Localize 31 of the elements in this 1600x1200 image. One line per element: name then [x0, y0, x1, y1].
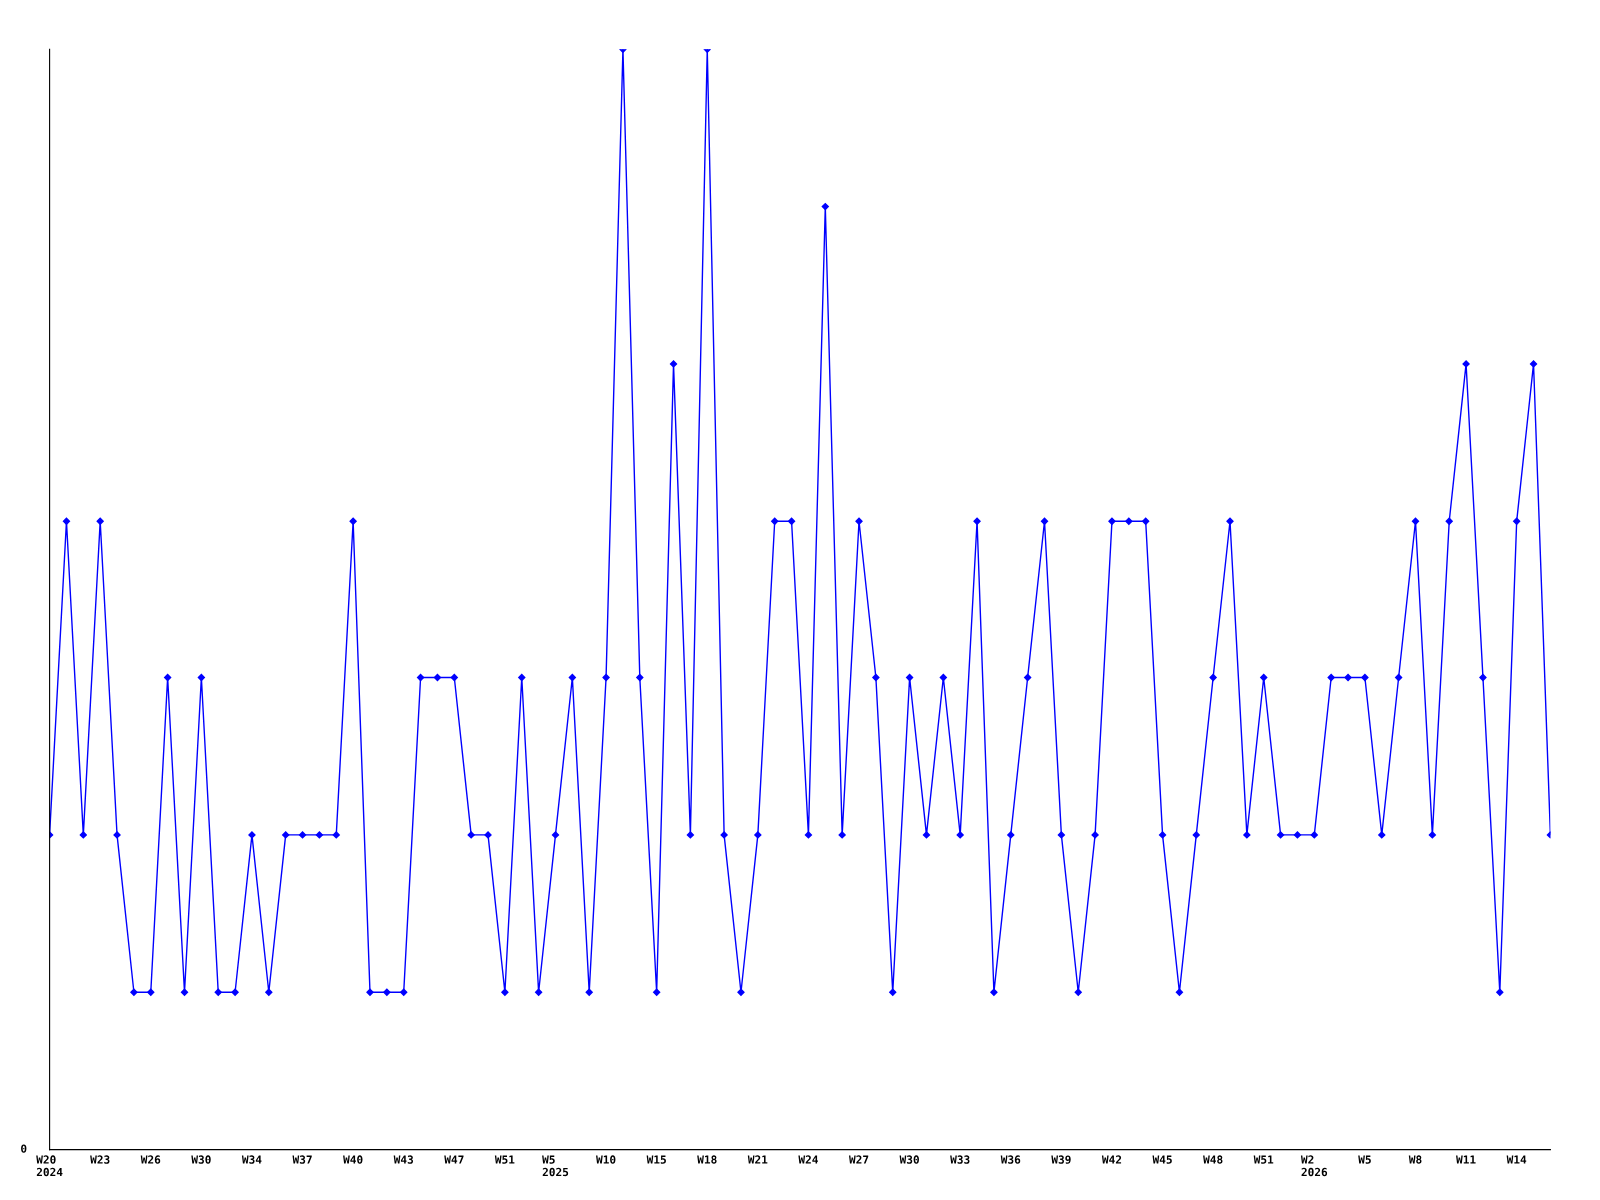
x-tick-label: W8 [1408, 1155, 1422, 1164]
x-tick-label: W51 [494, 1155, 515, 1164]
x-tick-label: W51 [1253, 1155, 1274, 1164]
x-tick-label: W30 [191, 1155, 211, 1164]
x-tick-label: W43 [393, 1155, 414, 1164]
x-tick-label: W10 [596, 1155, 616, 1164]
text: 0 [21, 1144, 27, 1153]
x-tick-label: W26 [140, 1155, 161, 1164]
x-tick-label: W5 2025 [542, 1155, 569, 1177]
x-tick-label: W34 [241, 1155, 262, 1164]
x-tick-label: W27 [848, 1155, 869, 1164]
x-tick-label: W18 [697, 1155, 717, 1164]
x-tick-label: W37 [292, 1155, 312, 1164]
x-tick-label: W5 [1358, 1155, 1371, 1164]
x-tick-label: W23 [90, 1155, 110, 1164]
x-tick-label: W30 [899, 1155, 919, 1164]
x-tick-label: W11 [1456, 1155, 1476, 1164]
x-tick-label: W48 [1203, 1155, 1223, 1164]
x-tick-label: W33 [950, 1155, 970, 1164]
x-tick-label: W14 [1506, 1155, 1527, 1164]
x-tick-label: W21 [747, 1155, 768, 1164]
x-tick-label: W42 [1101, 1155, 1122, 1164]
x-tick-label: W40 [343, 1155, 363, 1164]
x-tick-label: W39 [1051, 1155, 1071, 1164]
x-tick-label: W24 [798, 1155, 818, 1164]
x-tick-label: W15 [646, 1155, 666, 1164]
x-tick-label: W45 [1152, 1155, 1172, 1164]
x-tick-label: W47 [444, 1155, 464, 1164]
x-tick-label: W20 2024 [36, 1155, 63, 1177]
x-tick-label: W36 [1000, 1155, 1021, 1164]
x-tick-label: W2 2026 [1300, 1155, 1328, 1177]
